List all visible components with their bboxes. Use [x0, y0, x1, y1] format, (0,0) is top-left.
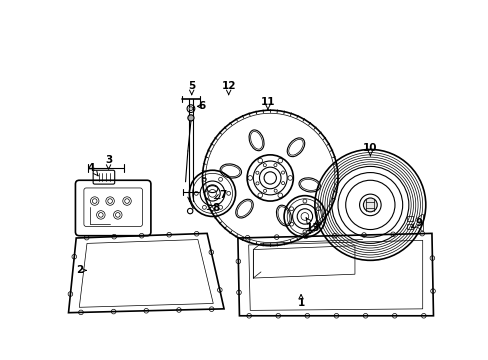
Text: 12: 12	[221, 81, 235, 95]
Circle shape	[187, 115, 194, 121]
Polygon shape	[238, 233, 432, 316]
Text: 2: 2	[76, 265, 86, 275]
Text: 13: 13	[305, 218, 320, 233]
Circle shape	[189, 107, 192, 111]
Circle shape	[363, 198, 377, 212]
Text: 4: 4	[88, 163, 98, 176]
Text: 3: 3	[105, 155, 112, 169]
Text: 1: 1	[297, 294, 304, 309]
Polygon shape	[68, 233, 224, 313]
Text: 10: 10	[363, 143, 377, 156]
Text: 7: 7	[214, 190, 226, 200]
Text: 5: 5	[188, 81, 195, 95]
Text: 11: 11	[260, 97, 275, 109]
Text: 9: 9	[410, 219, 422, 228]
Text: 8: 8	[207, 203, 220, 213]
Text: 6: 6	[197, 101, 205, 111]
